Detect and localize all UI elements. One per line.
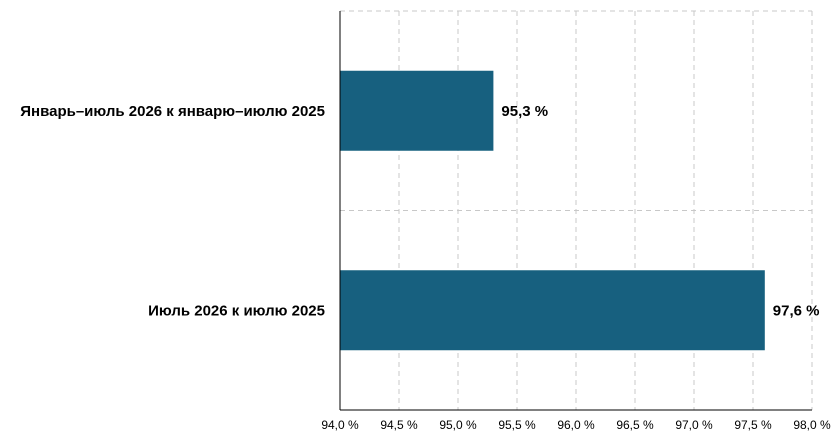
axes — [339, 11, 812, 411]
x-tick-label: 94,5 % — [380, 418, 418, 432]
x-tick-label: 96,0 % — [557, 418, 595, 432]
gridlines — [340, 10, 813, 410]
x-tick-label: 95,5 % — [498, 418, 536, 432]
x-tick-label: 94,0 % — [321, 418, 359, 432]
x-tick-label: 97,5 % — [734, 418, 772, 432]
x-tick-label: 96,5 % — [616, 418, 654, 432]
value-labels: 95,3 % 97,6 % — [501, 103, 819, 320]
value-label: 95,3 % — [501, 103, 548, 120]
value-label: 97,6 % — [773, 302, 820, 319]
bars — [340, 70, 765, 351]
category-labels: Январь–июль 2026 к январю–июлю 2025 Июль … — [20, 103, 325, 320]
bar — [340, 270, 765, 351]
x-tick-labels: 94,0 % 94,5 % 95,0 % 95,5 % 96,0 % 96,5 % 97,0… — [321, 418, 831, 432]
x-tick-label: 97,0 % — [675, 418, 713, 432]
category-label: Январь–июль 2026 к январю–июлю 2025 — [20, 103, 325, 120]
bar — [340, 70, 494, 151]
category-label: Июль 2026 к июлю 2025 — [148, 302, 325, 319]
x-tick-label: 98,0 % — [793, 418, 831, 432]
x-tick-label: 95,0 % — [439, 418, 477, 432]
